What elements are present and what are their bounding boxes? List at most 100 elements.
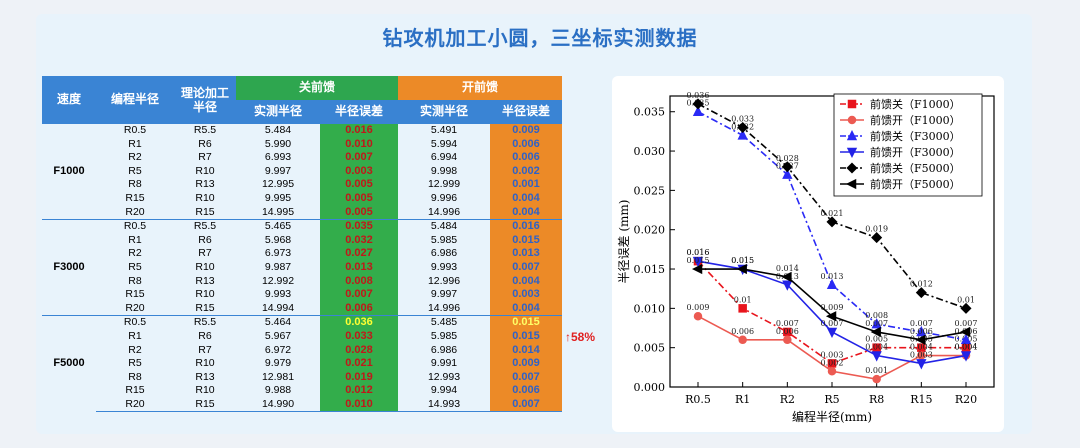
theory-radius-cell: R5.5 [193, 124, 217, 136]
data-point [736, 263, 747, 275]
data-point [781, 161, 793, 173]
err-off-cell: 0.032 [320, 233, 398, 248]
prog-radius-cell: R1 [128, 233, 142, 246]
theory-radius-cell: R15 [174, 397, 236, 413]
page-title: 钻攻机加工小圆，三坐标实测数据 [382, 26, 698, 50]
table-row: R15 R10 9.993 0.007 9.997 0.003 [42, 288, 562, 302]
data-point [846, 129, 858, 141]
err-off-cell: 0.005 [320, 191, 398, 206]
legend-label: 前馈开（F1000） [870, 113, 961, 127]
meas-off-cell: 9.993 [264, 288, 292, 301]
prog-radius-cell: R2 [128, 247, 142, 260]
data-label: 0.012 [910, 280, 933, 289]
table-row: R20 R15 14.995 0.005 14.996 0.004 [42, 205, 562, 220]
meas-off-cell: 5.484 [264, 124, 292, 136]
data-point [692, 105, 704, 116]
data-point [871, 318, 882, 329]
meas-on-cell: 6.994 [430, 151, 458, 164]
data-point [783, 327, 792, 337]
prog-radius-cell: R5 [128, 164, 142, 177]
theory-radius-cell: R10 [195, 191, 215, 204]
data-point [846, 147, 858, 159]
meas-on-cell: 9.996 [430, 191, 458, 204]
meas-on-cell: 12.996 [427, 274, 461, 287]
x-tick-label: R20 [955, 393, 977, 406]
prog-radius-cell: R1 [128, 329, 142, 342]
table-row: R2 R7 6.993 0.007 6.994 0.006 [42, 151, 562, 165]
data-point [961, 343, 971, 352]
data-label: 0.004 [955, 343, 978, 352]
data-point [960, 302, 972, 314]
data-point [872, 374, 881, 384]
meas-off-cell: 9.997 [264, 164, 292, 177]
chart-panel: 0.000 0.005 0.010 0.015 0.020 0.025 0.030 0.035… [612, 76, 1004, 432]
header-meas-off: 实测半径 [236, 100, 320, 124]
data-label: 0.015 [687, 256, 710, 265]
table-row: R5 R10 9.997 0.003 9.998 0.002 [42, 164, 562, 179]
y-tick-label: 0.020 [634, 224, 666, 237]
meas-on-cell: 6.986 [430, 247, 458, 260]
data-point [846, 162, 858, 174]
prog-radius-cell: R1 [128, 137, 142, 150]
prog-radius-cell: R5 [128, 260, 142, 273]
legend-box [833, 93, 983, 197]
meas-on-cell: 9.994 [430, 384, 458, 397]
header-prog-radius: 编程半径 [96, 76, 174, 124]
theory-radius-cell: R10 [195, 384, 215, 397]
meas-off-cell: 9.979 [264, 357, 292, 370]
data-label: 0.001 [865, 366, 888, 375]
meas-off-cell: 9.987 [264, 260, 292, 273]
data-label: 0.015 [731, 256, 754, 265]
x-axis-label: 编程半径(mm) [792, 409, 872, 424]
prog-radius-cell: R2 [128, 343, 142, 356]
table-row: R1 R6 5.990 0.010 5.994 0.006 [42, 137, 562, 152]
data-point [916, 359, 927, 370]
prog-radius-cell: R15 [125, 384, 145, 397]
err-off-cell: 0.007 [320, 151, 398, 165]
data-point [959, 326, 971, 338]
data-point [960, 333, 972, 345]
data-point [782, 168, 793, 179]
theory-radius-cell: R10 [195, 260, 215, 273]
x-tick-label: R2 [780, 393, 795, 406]
data-label: 0.016 [687, 248, 710, 257]
data-label: 0.01 [734, 295, 752, 304]
legend-label: 前馈关（F3000） [870, 129, 961, 143]
prog-radius-cell: R0.5 [96, 219, 174, 234]
err-off-cell: 0.012 [320, 384, 398, 398]
data-label: 0.033 [731, 114, 754, 123]
err-on-cell: 0.006 [490, 384, 562, 398]
meas-on-cell: 9.993 [430, 260, 458, 273]
table-row: R8 R13 12.981 0.019 12.993 0.007 [42, 370, 562, 385]
data-label: 0.016 [687, 248, 710, 257]
err-off-cell: 0.007 [320, 288, 398, 302]
meas-on-cell: 5.985 [430, 233, 458, 246]
meas-off-cell: 5.464 [236, 315, 320, 330]
table-row: R2 R7 6.972 0.028 6.986 0.014 [42, 343, 562, 358]
header-err-off: 半径误差 [320, 100, 398, 124]
data-point [826, 327, 838, 338]
data-point [826, 278, 838, 290]
err-on-cell: 0.013 [490, 247, 562, 261]
data-point [691, 263, 703, 275]
meas-off-cell: 6.972 [264, 343, 292, 356]
data-label: 0.004 [865, 343, 888, 352]
y-tick-label: 0.000 [634, 381, 666, 394]
theory-radius-cell: R15 [195, 301, 215, 314]
data-label: 0.009 [821, 303, 844, 312]
data-point [737, 121, 749, 133]
data-point [915, 287, 927, 299]
err-on-cell: 0.007 [490, 260, 562, 275]
meas-on-cell: 5.485 [398, 315, 490, 330]
err-on-cell: 0.001 [490, 178, 562, 192]
header-err-on: 半径误差 [490, 100, 562, 124]
speed-cell: F1000 [53, 164, 85, 177]
err-on-cell: 0.015 [490, 233, 562, 248]
err-off-cell: 0.016 [320, 124, 398, 138]
meas-off-cell: 6.973 [264, 247, 292, 260]
err-off-cell: 0.010 [320, 397, 398, 413]
err-on-cell: 0.004 [490, 191, 562, 206]
meas-on-cell: 5.491 [430, 124, 458, 136]
data-label: 0.014 [776, 264, 799, 273]
err-off-cell: 0.028 [320, 343, 398, 358]
